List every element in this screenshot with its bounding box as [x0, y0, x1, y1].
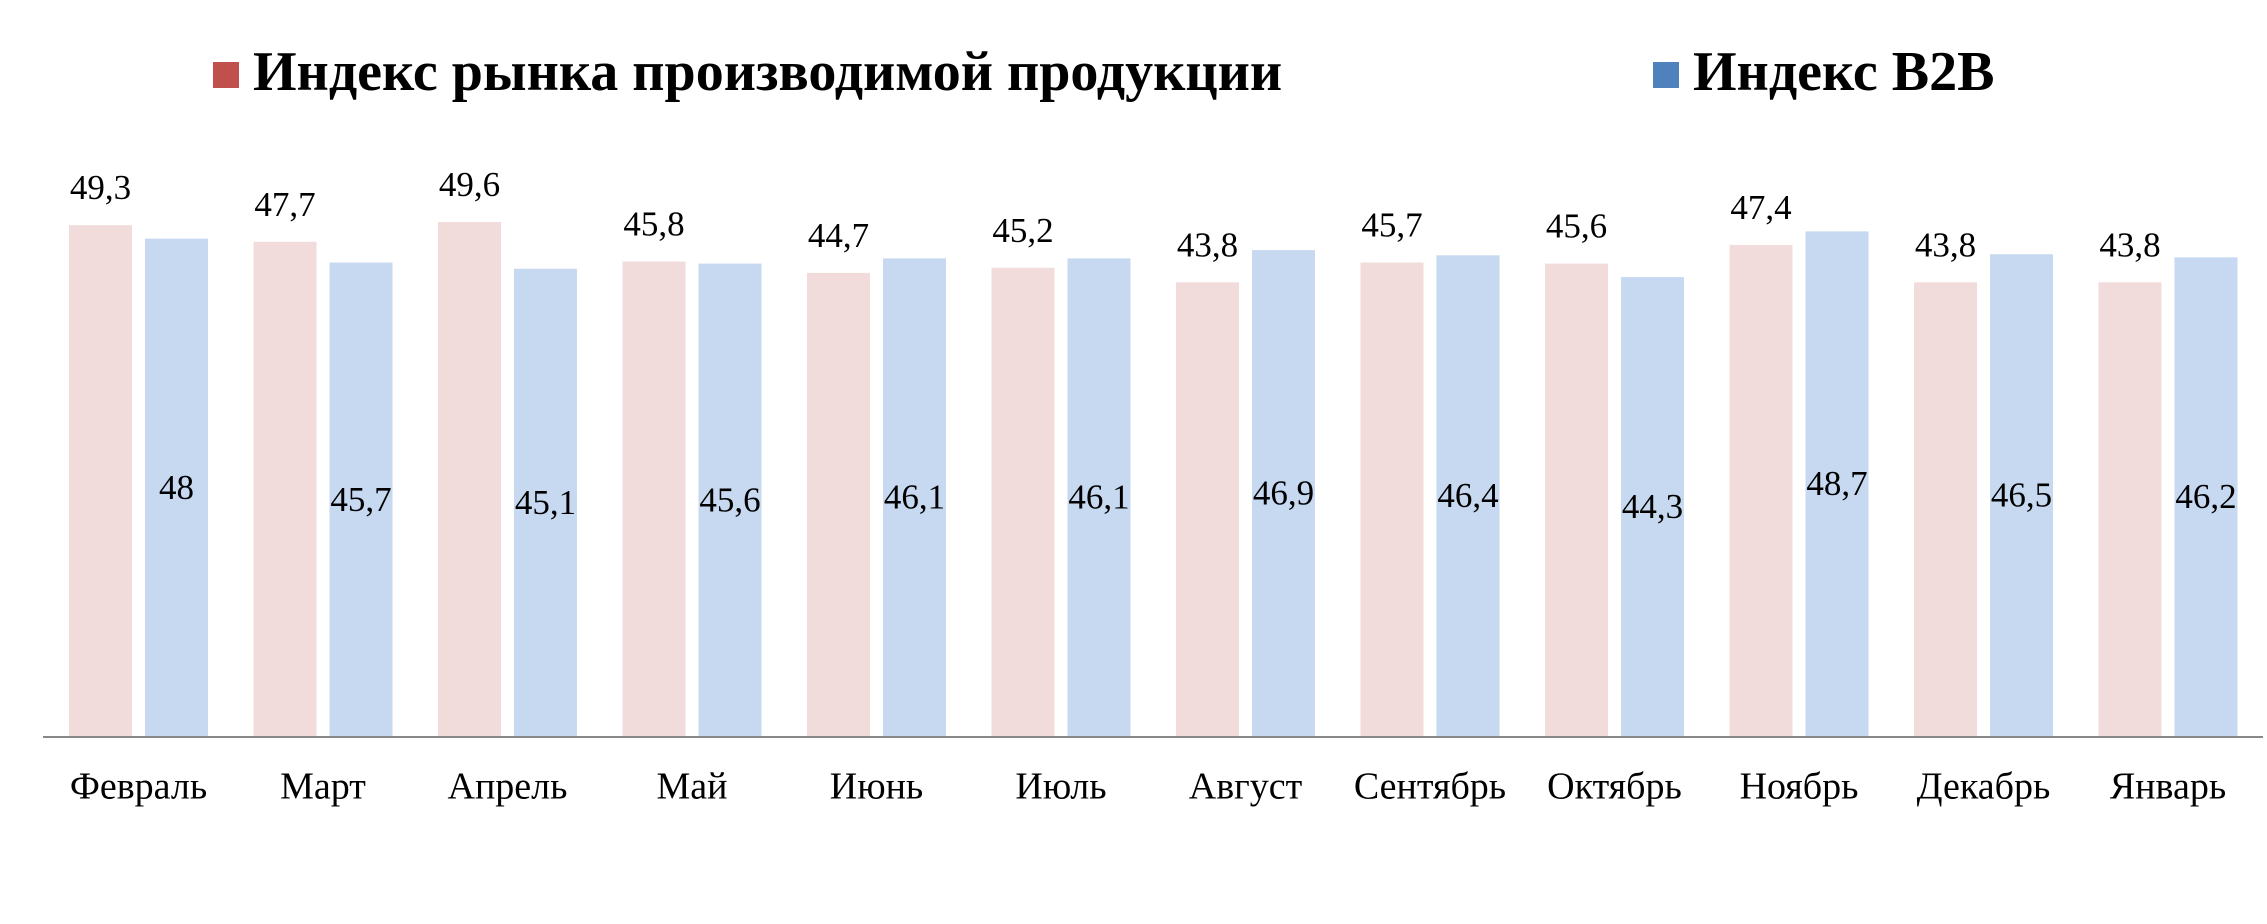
bar	[622, 261, 686, 737]
bar	[883, 258, 946, 737]
value-label: 43,8	[2099, 225, 2160, 264]
bar	[698, 263, 762, 737]
value-label: 46,2	[2175, 477, 2236, 516]
bar	[1621, 277, 1684, 737]
bar	[514, 268, 577, 737]
bar	[1729, 244, 1793, 737]
bar	[2098, 282, 2162, 737]
value-label: 46,1	[884, 478, 945, 517]
value-label: 49,3	[70, 168, 131, 207]
value-label: 45,2	[992, 211, 1053, 250]
legend-label: Индекс B2B	[1693, 41, 1994, 103]
x-tick-label: Октябрь	[1547, 766, 1682, 808]
value-label: 46,9	[1253, 474, 1314, 513]
value-label: 47,7	[254, 185, 315, 224]
bar	[438, 222, 501, 737]
value-label: 44,3	[1622, 487, 1683, 526]
bar	[1067, 258, 1131, 737]
value-label: 45,6	[699, 480, 760, 519]
x-tick-label: Май	[657, 766, 728, 808]
x-tick-label: Ноябрь	[1740, 766, 1859, 808]
bar	[69, 225, 132, 737]
x-tick-label: Февраль	[70, 766, 207, 808]
x-tick-label: Июнь	[830, 766, 924, 808]
value-label: 43,8	[1915, 225, 1976, 264]
bar	[807, 272, 870, 737]
value-label: 48,7	[1806, 464, 1867, 503]
value-label: 46,1	[1068, 478, 1129, 517]
x-tick-label: Март	[280, 766, 366, 808]
value-label: 48	[159, 468, 194, 507]
value-label: 47,4	[1730, 188, 1791, 227]
bar	[1990, 254, 2053, 737]
bar	[1360, 262, 1424, 737]
x-tick-label: Август	[1189, 766, 1303, 808]
value-label: 43,8	[1177, 225, 1238, 264]
value-label: 45,8	[623, 205, 684, 244]
value-label: 46,5	[1991, 476, 2052, 515]
bar	[1436, 255, 1500, 737]
legend-label: Индекс рынка производимой продукции	[253, 41, 1282, 103]
bar	[253, 241, 317, 737]
value-label: 45,6	[1546, 207, 1607, 246]
bar	[1252, 250, 1315, 738]
value-label: 44,7	[808, 216, 869, 255]
x-tick-label: Сентябрь	[1354, 766, 1506, 808]
value-label: 46,4	[1437, 476, 1498, 515]
bar	[145, 238, 208, 737]
bar	[1914, 282, 1977, 737]
x-tick-label: Январь	[2110, 766, 2226, 808]
x-tick-label: Апрель	[448, 766, 568, 808]
value-label: 45,7	[1361, 206, 1422, 245]
bar	[329, 262, 393, 737]
legend-swatch	[1653, 62, 1679, 88]
value-label: 45,1	[515, 483, 576, 522]
value-label: 49,6	[439, 165, 500, 204]
x-tick-label: Декабрь	[1917, 766, 2051, 808]
x-tick-label: Июль	[1015, 766, 1106, 808]
bar	[2174, 257, 2238, 737]
value-label: 45,7	[330, 480, 391, 519]
bar	[991, 267, 1055, 737]
legend-swatch	[213, 62, 239, 88]
bar	[1545, 263, 1608, 737]
bar	[1805, 231, 1869, 737]
bar	[1176, 282, 1239, 737]
